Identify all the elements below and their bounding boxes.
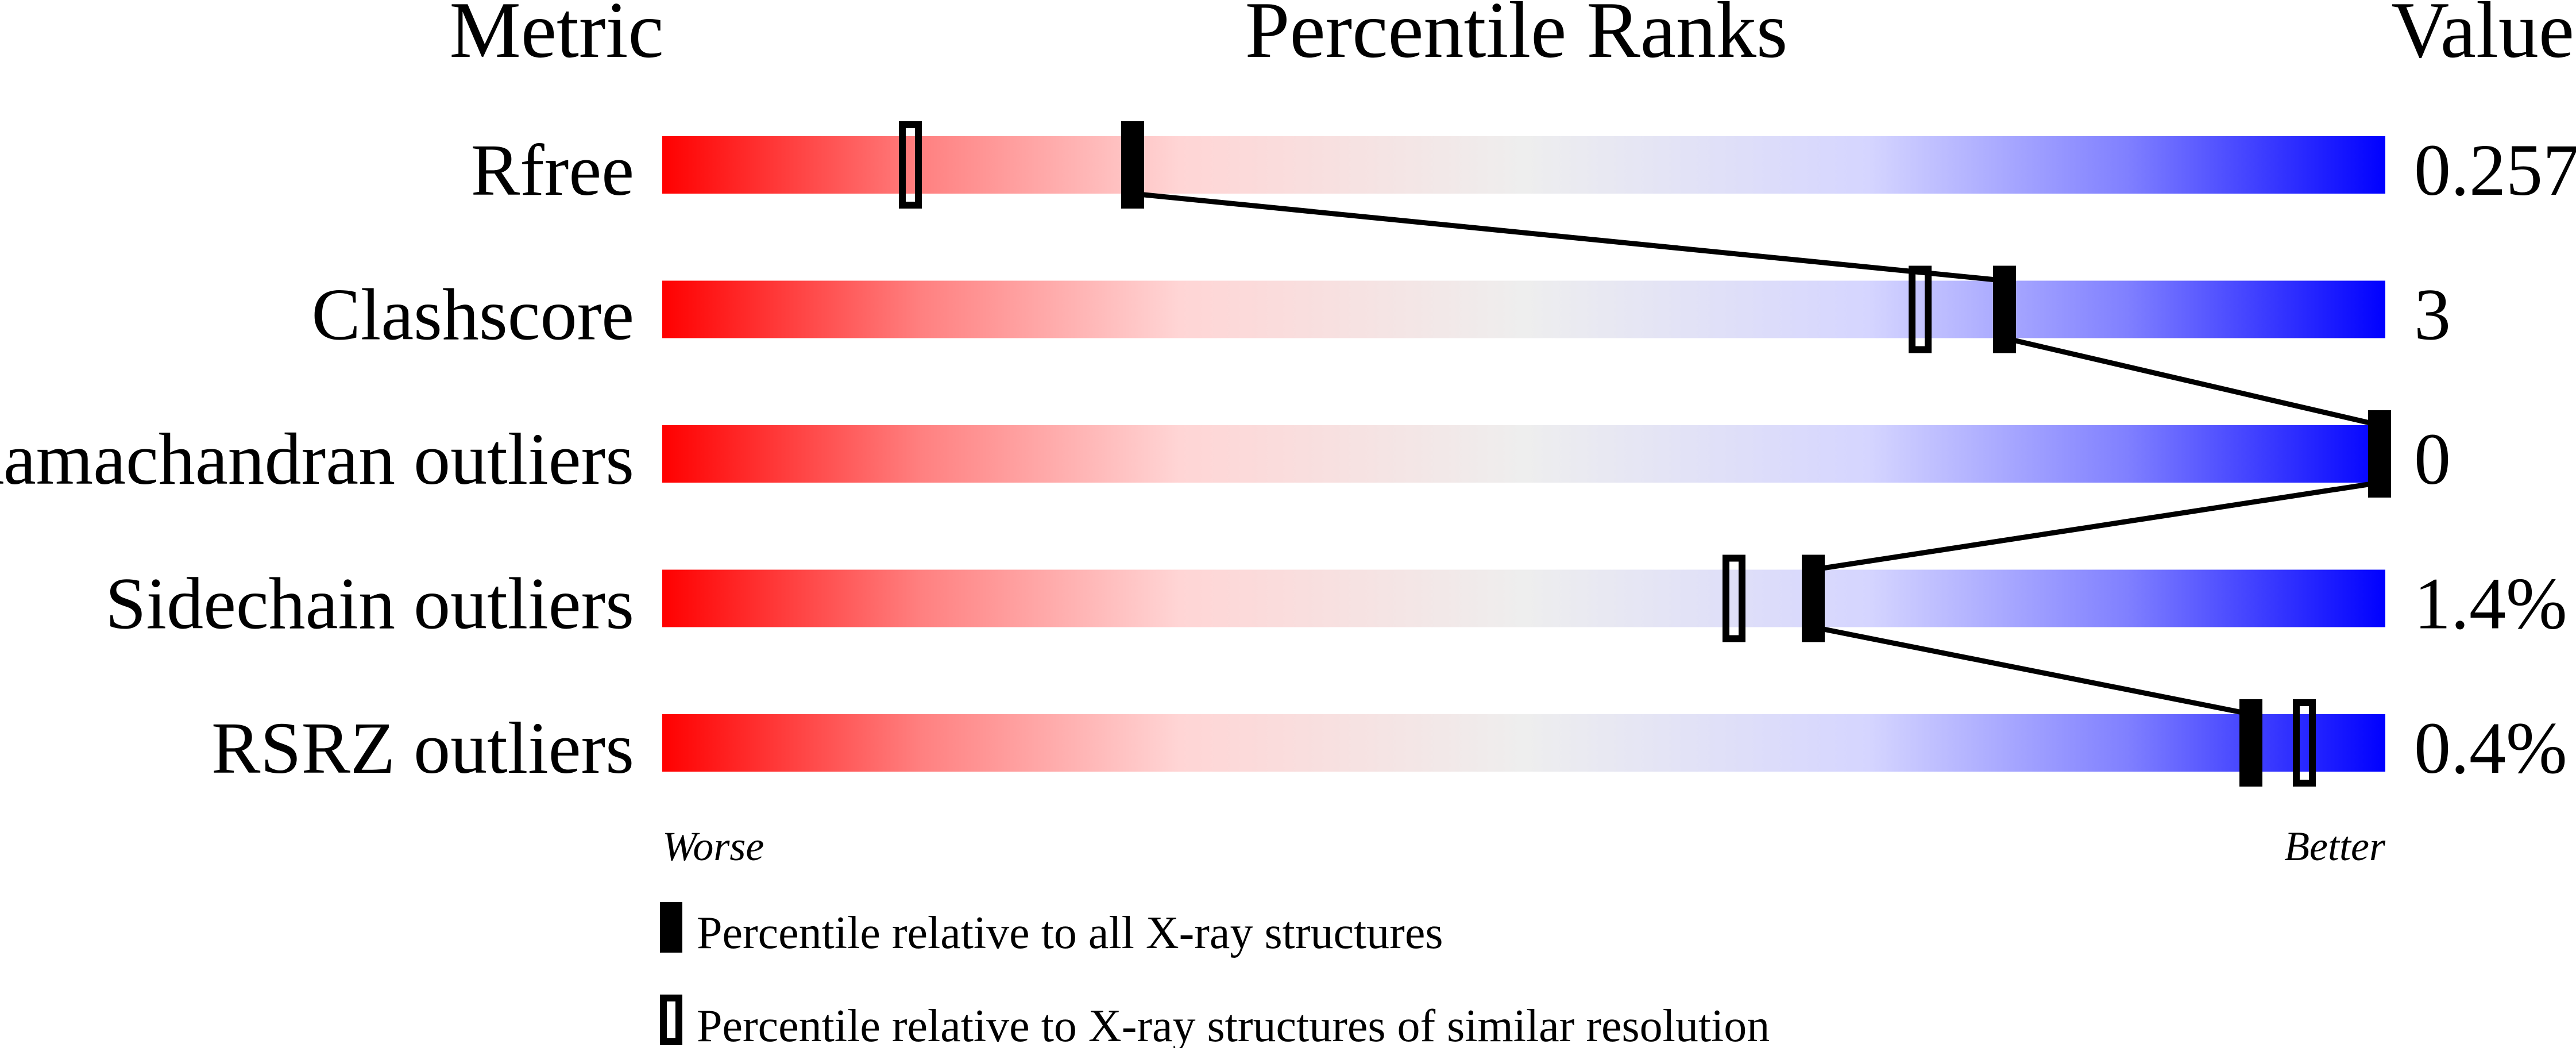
legend-label-similar: Percentile relative to X-ray structures … <box>697 1001 1770 1048</box>
marker-all-structures <box>2239 699 2262 787</box>
metric-value: 0.4% <box>2414 707 2567 789</box>
legend-open-marker-icon <box>660 995 682 1045</box>
header-value: Value <box>2391 0 2574 75</box>
axis-label-worse: Worse <box>662 823 764 869</box>
marker-all-structures <box>1993 265 2016 353</box>
legend-filled-marker-icon <box>660 902 682 953</box>
marker-similar-resolution <box>899 121 922 209</box>
marker-similar-resolution <box>2293 699 2316 787</box>
metric-value: 1.4% <box>2414 563 2567 645</box>
percentile-bar <box>662 280 2385 338</box>
percentile-connector-line <box>1132 191 2005 283</box>
axis-label-better: Better <box>2284 823 2386 869</box>
marker-all-structures <box>1121 121 1144 209</box>
marker-all-structures <box>1802 554 1825 642</box>
metric-label: Ramachandran outliers <box>0 418 634 500</box>
metric-value: 3 <box>2414 274 2451 356</box>
marker-similar-resolution <box>1723 554 1745 642</box>
percentile-bar <box>662 714 2385 772</box>
metric-label: Clashscore <box>311 274 634 356</box>
percentile-bar <box>662 425 2385 483</box>
percentile-connector-line <box>1813 480 2380 572</box>
percentile-connector-line <box>1813 625 2251 717</box>
marker-similar-resolution <box>1909 265 1932 353</box>
percentile-connector-line <box>2003 336 2381 428</box>
metric-label: Rfree <box>471 129 634 211</box>
legend-label-all: Percentile relative to all X-ray structu… <box>697 908 1443 958</box>
percentile-bar <box>662 136 2385 194</box>
marker-all-structures <box>2368 410 2391 498</box>
percentile-bar <box>662 569 2385 627</box>
metric-label: RSRZ outliers <box>211 707 634 789</box>
header-percentile-ranks: Percentile Ranks <box>1245 0 1788 75</box>
header-metric: Metric <box>449 0 663 75</box>
metric-value: 0 <box>2414 418 2451 500</box>
metric-label: Sidechain outliers <box>105 563 634 645</box>
metric-value: 0.257 <box>2414 129 2576 211</box>
